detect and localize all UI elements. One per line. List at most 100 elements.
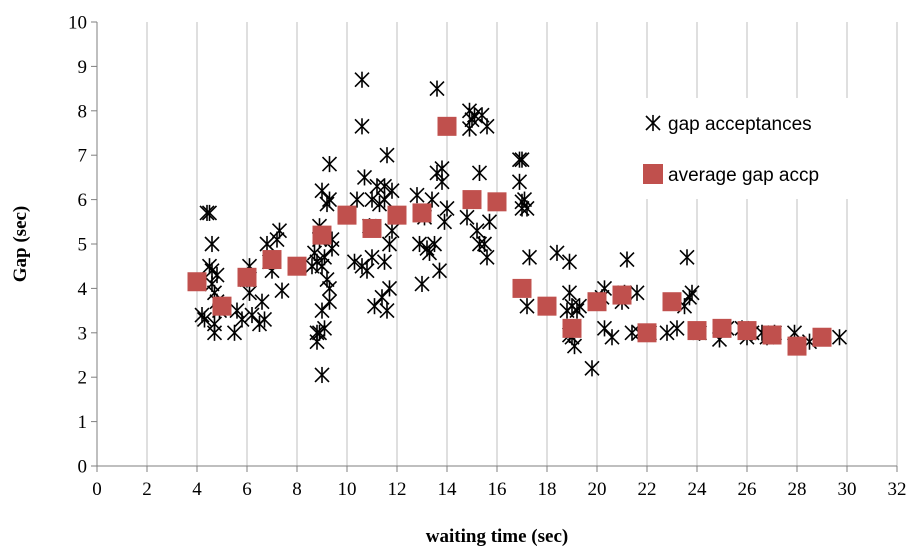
- gap-acceptance-point: [584, 360, 600, 377]
- average-gap-point: [562, 318, 582, 338]
- gap-acceptance-point: [384, 182, 400, 199]
- gap-acceptance-point: [434, 173, 450, 190]
- gap-acceptance-point: [316, 249, 333, 266]
- gap-acceptance-point: [681, 289, 698, 306]
- gap-acceptance-point: [349, 191, 365, 208]
- average-gap-point: [337, 205, 357, 225]
- x-tick-label: 2: [142, 479, 152, 500]
- x-tick-label: 20: [588, 479, 607, 500]
- average-gap-point: [312, 225, 332, 245]
- average-gap-point: [412, 203, 432, 223]
- gap-acceptance-point: [409, 187, 425, 204]
- gap-acceptance-point: [366, 298, 383, 315]
- gap-acceptance-point: [209, 267, 225, 284]
- gap-acceptance-point: [356, 169, 373, 186]
- gap-acceptance-point: [201, 204, 218, 221]
- gap-acceptance-point: [314, 366, 330, 384]
- y-tick-label: 6: [78, 190, 88, 211]
- gap-acceptance-point: [659, 324, 675, 341]
- gap-acceptance-point: [571, 298, 588, 315]
- average-gap-point: [712, 318, 732, 338]
- average-gap-point: [787, 336, 807, 356]
- gap-acceptance-point: [244, 306, 260, 324]
- y-tick-label: 1: [78, 412, 88, 433]
- y-tick-label: 3: [78, 323, 88, 344]
- gap-acceptance-point: [514, 151, 530, 168]
- gap-acceptance-point: [624, 324, 640, 341]
- gap-acceptance-point: [359, 262, 375, 279]
- gap-acceptance-point: [201, 258, 218, 275]
- average-gap-point: [612, 285, 632, 305]
- average-gap-point: [812, 327, 832, 347]
- x-tick-label: 30: [838, 479, 857, 500]
- x-tick-label: 8: [292, 479, 302, 500]
- gap-acceptance-point: [411, 235, 428, 253]
- gap-acceptance-point: [364, 191, 380, 208]
- gap-acceptance-point: [376, 253, 393, 270]
- data-points: [187, 71, 848, 384]
- legend-star-marker: [645, 114, 661, 132]
- gap-acceptance-point: [414, 275, 430, 293]
- x-tick-label: 12: [388, 479, 407, 500]
- gap-acceptance-point: [234, 311, 250, 328]
- gap-acceptance-point: [376, 191, 393, 208]
- gap-acceptance-point: [309, 324, 325, 341]
- average-gap-point: [762, 325, 782, 345]
- y-tick-label: 4: [78, 279, 88, 300]
- x-tick-label: 28: [788, 479, 807, 500]
- average-gap-point: [737, 321, 757, 341]
- gap-acceptance-point: [629, 284, 645, 301]
- x-tick-label: 18: [538, 479, 557, 500]
- gap-acceptance-point: [684, 284, 700, 301]
- gap-acceptance-point: [459, 209, 475, 226]
- gap-acceptance-point: [354, 118, 370, 135]
- average-gap-point: [212, 296, 232, 316]
- gap-acceptance-point: [194, 306, 210, 324]
- y-tick-label: 0: [78, 457, 88, 478]
- x-tick-label: 32: [888, 479, 907, 500]
- gap-acceptance-point: [511, 151, 528, 168]
- average-gap-point: [287, 256, 307, 276]
- gap-acceptance-point: [431, 262, 448, 279]
- y-tick-label: 9: [78, 57, 88, 78]
- average-gap-point: [262, 250, 282, 270]
- grid: [146, 22, 898, 466]
- average-gap-point: [512, 278, 532, 298]
- x-tick-label: 26: [738, 479, 757, 500]
- gap-acceptance-point: [196, 311, 213, 328]
- y-axis-title: Gap (sec): [10, 206, 31, 283]
- gap-acceptance-point: [226, 324, 243, 341]
- x-tick-label: 24: [688, 479, 708, 500]
- gap-acceptance-point: [521, 249, 538, 266]
- gap-acceptance-point: [271, 222, 288, 239]
- gap-acceptance-point: [419, 240, 435, 257]
- gap-acceptance-point: [256, 311, 273, 328]
- legend-square-marker: [643, 164, 663, 184]
- gap-acceptance-point: [519, 298, 535, 315]
- gap-acceptance-point: [464, 111, 480, 128]
- average-gap-point: [437, 116, 457, 136]
- gap-acceptance-point: [481, 213, 498, 230]
- average-gap-point: [662, 292, 682, 312]
- gap-acceptance-point: [204, 235, 220, 253]
- y-tick-label: 10: [68, 13, 87, 34]
- y-tick-labels: 0 1 2 3 4 5 6 7 8 9 10: [68, 13, 88, 478]
- gap-acceptance-point: [519, 200, 535, 217]
- gap-acceptance-point: [471, 164, 488, 182]
- gap-acceptance-point: [831, 329, 848, 346]
- gap-acceptance-point: [439, 200, 455, 217]
- average-gap-point: [637, 323, 657, 343]
- gap-acceptance-point: [316, 320, 333, 337]
- y-tick-label: 8: [78, 101, 88, 122]
- gap-acceptance-point: [426, 235, 443, 253]
- x-tick-label: 10: [338, 479, 357, 500]
- gap-acceptance-point: [381, 280, 398, 297]
- average-gap-point: [587, 292, 607, 312]
- legend-label-gap-acceptances: gap acceptances: [668, 114, 812, 135]
- average-gap-point: [487, 192, 507, 212]
- gap-acceptance-point: [479, 249, 495, 266]
- gap-acceptance-point: [619, 251, 635, 268]
- gap-acceptance-point: [561, 284, 578, 301]
- gap-acceptance-point: [379, 302, 395, 319]
